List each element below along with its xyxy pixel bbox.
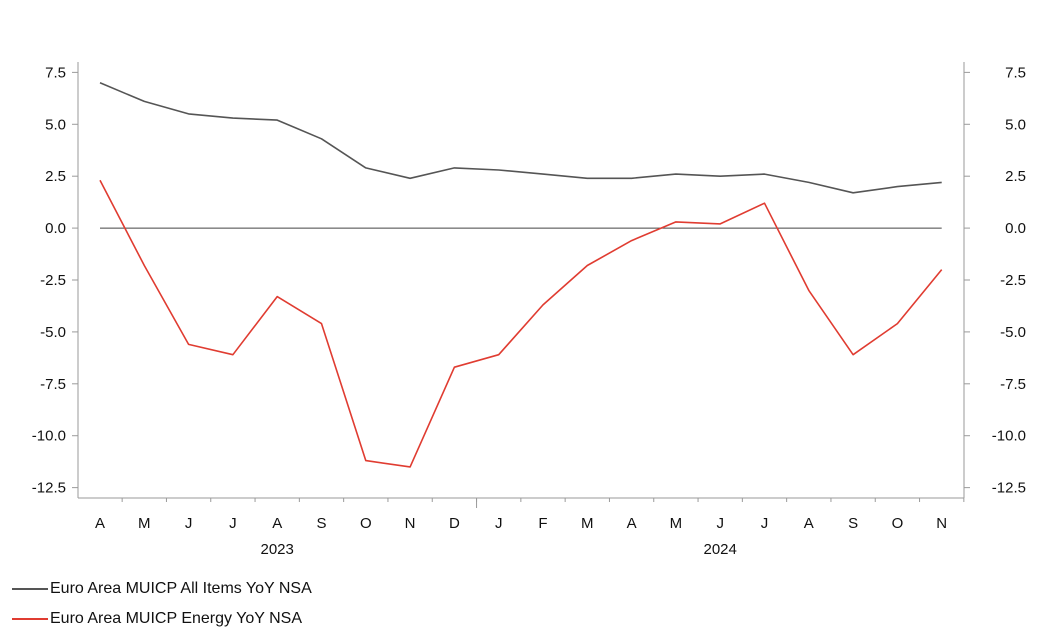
x-tick-label: D [449, 515, 460, 532]
x-tick-label: A [95, 515, 105, 532]
legend-label-energy: Euro Area MUICP Energy YoY NSA [50, 610, 302, 627]
x-tick-label: O [360, 515, 372, 532]
y-tick-label-right: -7.5 [1000, 376, 1026, 393]
y-tick-label-left: -12.5 [32, 480, 66, 497]
x-year-label: 2023 [261, 541, 294, 558]
x-tick-label: J [185, 515, 193, 532]
x-tick-label: A [804, 515, 814, 532]
y-tick-label-right: 2.5 [1005, 168, 1026, 185]
x-tick-label: F [538, 515, 547, 532]
x-tick-label: A [272, 515, 282, 532]
y-tick-label-right: -5.0 [1000, 324, 1026, 341]
x-tick-label: J [495, 515, 503, 532]
chart-legend: Euro Area MUICP All Items YoY NSA Euro A… [12, 574, 312, 634]
x-tick-label: M [670, 515, 683, 532]
legend-swatch-energy [12, 618, 48, 620]
x-tick-label: S [848, 515, 858, 532]
x-tick-label: A [627, 515, 637, 532]
legend-item-all-items: Euro Area MUICP All Items YoY NSA [12, 574, 312, 604]
series-line-all-items [99, 82, 942, 194]
legend-swatch-all-items [12, 588, 48, 590]
legend-label-all-items: Euro Area MUICP All Items YoY NSA [50, 580, 312, 597]
y-tick-label-left: -5.0 [40, 324, 66, 341]
x-tick-label: J [229, 515, 237, 532]
y-tick-label-right: 0.0 [1005, 220, 1026, 237]
y-tick-label-right: -10.0 [992, 428, 1026, 445]
x-tick-label: J [761, 515, 769, 532]
x-tick-label: N [405, 515, 416, 532]
y-tick-label-right: -12.5 [992, 480, 1026, 497]
y-tick-label-left: -2.5 [40, 272, 66, 289]
x-year-label: 2024 [704, 541, 737, 558]
y-tick-label-right: 5.0 [1005, 116, 1026, 133]
series-line-energy [99, 179, 943, 468]
legend-item-energy: Euro Area MUICP Energy YoY NSA [12, 604, 312, 634]
x-tick-label: M [138, 515, 151, 532]
y-tick-label-left: -10.0 [32, 428, 66, 445]
y-tick-label-left: 5.0 [45, 116, 66, 133]
y-tick-label-left: -7.5 [40, 376, 66, 393]
y-tick-label-right: -2.5 [1000, 272, 1026, 289]
x-tick-label: N [936, 515, 947, 532]
x-tick-label: J [716, 515, 724, 532]
y-tick-label-left: 2.5 [45, 168, 66, 185]
x-tick-label: M [581, 515, 594, 532]
x-tick-label: O [892, 515, 904, 532]
y-tick-label-right: 7.5 [1005, 64, 1026, 81]
y-tick-label-left: 0.0 [45, 220, 66, 237]
y-tick-label-left: 7.5 [45, 64, 66, 81]
x-tick-label: S [316, 515, 326, 532]
